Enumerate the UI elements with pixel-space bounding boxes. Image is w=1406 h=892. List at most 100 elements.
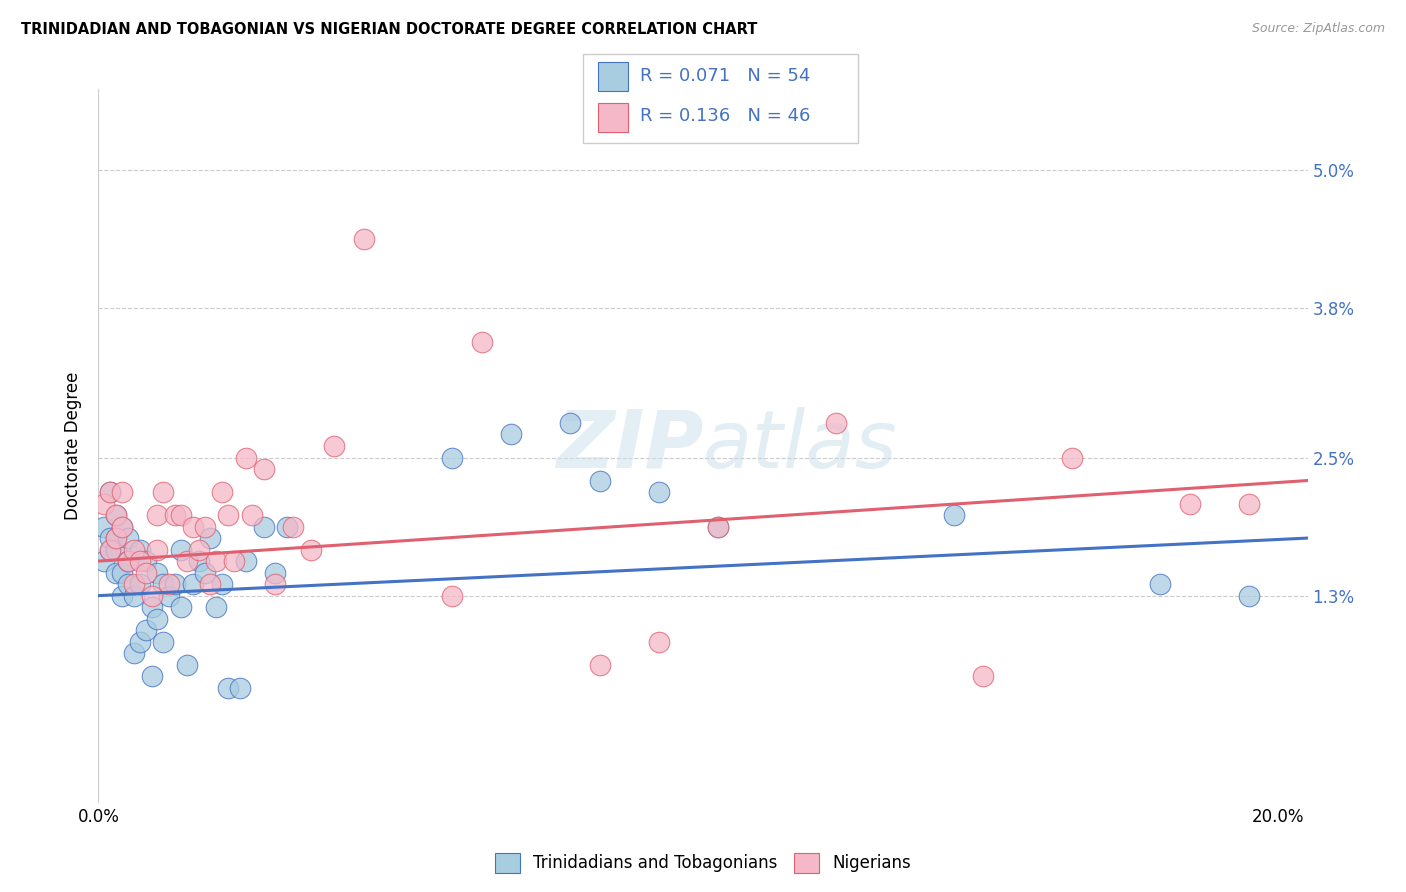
Point (589, 657, 612, 672)
Point (276, 519, 298, 533)
Point (176, 554, 198, 568)
Point (146, 612, 169, 626)
Point (222, 554, 245, 568)
Point (648, 634, 671, 648)
Point (1149, 577, 1171, 591)
Point (211, 485, 233, 500)
Point (217, 681, 239, 695)
Point (205, 600, 228, 615)
Point (264, 566, 287, 580)
Point (111, 566, 134, 580)
Text: TRINIDADIAN AND TOBAGONIAN VS NIGERIAN DOCTORATE DEGREE CORRELATION CHART: TRINIDADIAN AND TOBAGONIAN VS NIGERIAN D… (21, 22, 758, 37)
Point (128, 554, 150, 568)
Point (146, 566, 169, 580)
Point (146, 542, 169, 557)
Text: Source: ZipAtlas.com: Source: ZipAtlas.com (1251, 22, 1385, 36)
Point (146, 508, 169, 522)
Point (560, 416, 582, 430)
Point (98, 542, 121, 557)
Point (122, 646, 145, 660)
Point (117, 531, 139, 545)
Point (105, 531, 128, 545)
Point (93, 497, 115, 511)
Point (1237, 497, 1260, 511)
Point (824, 416, 846, 430)
Point (299, 542, 322, 557)
Point (264, 577, 287, 591)
Point (93, 519, 115, 533)
Point (170, 542, 193, 557)
Y-axis label: Doctorate Degree: Doctorate Degree (65, 372, 83, 520)
Point (240, 508, 263, 522)
Point (211, 577, 233, 591)
Point (152, 485, 174, 500)
Point (105, 508, 128, 522)
Point (176, 657, 198, 672)
Point (187, 554, 209, 568)
Point (1060, 450, 1083, 465)
Point (122, 577, 145, 591)
Point (141, 669, 163, 683)
Point (105, 531, 128, 545)
Point (141, 589, 163, 603)
Point (141, 600, 163, 615)
Point (235, 554, 257, 568)
Point (353, 232, 375, 246)
Point (972, 669, 994, 683)
Point (152, 634, 174, 648)
Point (111, 485, 134, 500)
Point (1237, 589, 1260, 603)
Point (128, 542, 150, 557)
Point (122, 542, 145, 557)
Point (105, 566, 128, 580)
Point (229, 681, 252, 695)
Point (323, 439, 346, 453)
Point (501, 427, 523, 442)
Point (135, 566, 157, 580)
Point (135, 554, 157, 568)
Point (98, 542, 121, 557)
Point (117, 554, 139, 568)
Legend: Trinidadians and Tobagonians, Nigerians: Trinidadians and Tobagonians, Nigerians (495, 853, 911, 873)
Text: R = 0.136   N = 46: R = 0.136 N = 46 (640, 107, 810, 125)
Point (252, 462, 274, 476)
Point (235, 450, 257, 465)
Point (165, 577, 187, 591)
Point (441, 450, 464, 465)
Point (111, 519, 134, 533)
Point (205, 554, 228, 568)
Point (170, 508, 193, 522)
Point (117, 577, 139, 591)
Point (200, 531, 222, 545)
Point (111, 519, 134, 533)
Point (98, 485, 121, 500)
Point (105, 508, 128, 522)
Point (157, 589, 180, 603)
Point (589, 474, 612, 488)
Point (98, 485, 121, 500)
Point (122, 589, 145, 603)
Point (1178, 497, 1201, 511)
Point (706, 519, 728, 533)
Point (441, 589, 464, 603)
Point (281, 519, 304, 533)
Point (252, 519, 274, 533)
Point (111, 589, 134, 603)
Point (194, 566, 217, 580)
Point (93, 554, 115, 568)
Point (194, 519, 217, 533)
Point (181, 577, 204, 591)
Point (942, 508, 965, 522)
Point (128, 634, 150, 648)
Point (98, 531, 121, 545)
Text: R = 0.071   N = 54: R = 0.071 N = 54 (640, 67, 810, 85)
Point (706, 519, 728, 533)
Text: ZIP: ZIP (555, 407, 703, 485)
Point (165, 508, 187, 522)
Point (181, 519, 204, 533)
Point (128, 577, 150, 591)
Point (471, 335, 494, 350)
Point (170, 600, 193, 615)
Text: atlas: atlas (703, 407, 898, 485)
Point (217, 508, 239, 522)
